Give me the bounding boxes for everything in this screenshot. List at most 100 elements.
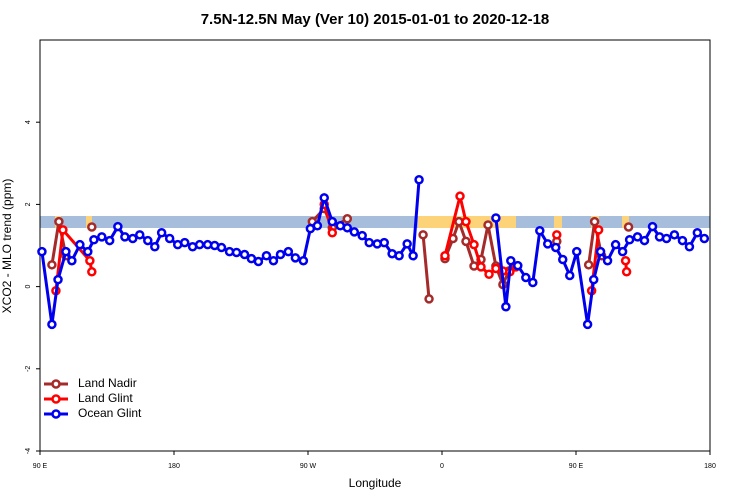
point bbox=[275, 249, 286, 260]
x-tick-label: 90 E bbox=[33, 463, 48, 470]
x-tick-label: 0 bbox=[440, 463, 444, 470]
point bbox=[571, 246, 582, 257]
chart-title: 7.5N-12.5N May (Ver 10) 2015-01-01 to 20… bbox=[201, 11, 550, 28]
point bbox=[216, 242, 227, 253]
point bbox=[342, 223, 353, 233]
point bbox=[85, 255, 95, 266]
point bbox=[61, 246, 71, 257]
background-band bbox=[40, 216, 710, 228]
point bbox=[150, 241, 160, 252]
point bbox=[87, 267, 97, 277]
point bbox=[418, 230, 428, 240]
point bbox=[535, 225, 545, 236]
plot-frame bbox=[39, 39, 711, 452]
point bbox=[253, 256, 264, 267]
point bbox=[521, 272, 531, 283]
point bbox=[83, 246, 93, 257]
x-tick-label: 180 bbox=[704, 463, 716, 470]
point bbox=[231, 247, 242, 258]
point bbox=[610, 239, 621, 250]
point bbox=[47, 319, 57, 330]
x-tick-label: 180 bbox=[168, 463, 180, 470]
point bbox=[617, 246, 628, 257]
point bbox=[621, 267, 632, 277]
point bbox=[394, 251, 404, 261]
point bbox=[75, 239, 85, 250]
point bbox=[97, 232, 107, 242]
point bbox=[156, 228, 167, 238]
point bbox=[327, 228, 338, 238]
point bbox=[623, 222, 634, 232]
point bbox=[639, 235, 650, 246]
point bbox=[164, 233, 175, 244]
point bbox=[113, 221, 123, 232]
point bbox=[476, 262, 486, 272]
point bbox=[440, 251, 450, 261]
legend-marker bbox=[51, 394, 61, 404]
point bbox=[54, 216, 64, 227]
point bbox=[632, 232, 643, 242]
point bbox=[357, 230, 367, 241]
y-tick-label: -4 bbox=[25, 448, 32, 454]
point bbox=[528, 277, 538, 288]
y-tick-label: -2 bbox=[25, 366, 32, 372]
point bbox=[624, 234, 635, 245]
land-band bbox=[86, 216, 92, 228]
point bbox=[342, 214, 353, 224]
point bbox=[677, 235, 688, 246]
point bbox=[239, 249, 250, 260]
point bbox=[501, 301, 511, 312]
point bbox=[364, 237, 374, 248]
point bbox=[47, 260, 57, 270]
point bbox=[128, 233, 138, 244]
legend-label: Land Nadir bbox=[78, 376, 137, 390]
point bbox=[661, 233, 672, 244]
point bbox=[261, 251, 272, 261]
point bbox=[669, 230, 680, 240]
y-axis-label: XCO2 - MLO trend (ppm) bbox=[0, 179, 14, 314]
point bbox=[483, 220, 493, 230]
point bbox=[58, 225, 68, 235]
point bbox=[283, 246, 294, 257]
point bbox=[290, 253, 301, 263]
point bbox=[135, 230, 145, 240]
point bbox=[414, 174, 424, 185]
legend-marker bbox=[51, 379, 61, 389]
point bbox=[595, 246, 606, 257]
point bbox=[564, 270, 575, 281]
point bbox=[551, 242, 561, 253]
point bbox=[602, 255, 613, 266]
point bbox=[588, 274, 599, 285]
legend-label: Land Glint bbox=[78, 391, 133, 405]
point bbox=[647, 221, 658, 232]
point bbox=[37, 246, 47, 257]
point bbox=[143, 235, 153, 246]
point bbox=[506, 255, 516, 266]
point bbox=[461, 236, 471, 247]
point bbox=[699, 233, 710, 244]
point bbox=[53, 274, 63, 285]
point bbox=[692, 228, 703, 238]
point bbox=[87, 222, 97, 232]
x-axis-label: Longitude bbox=[349, 476, 402, 490]
point bbox=[120, 232, 130, 242]
point bbox=[89, 234, 99, 245]
point bbox=[179, 237, 190, 248]
point bbox=[349, 227, 360, 237]
point bbox=[542, 239, 553, 249]
point bbox=[455, 191, 465, 201]
point bbox=[424, 294, 434, 304]
point bbox=[312, 221, 323, 231]
point bbox=[104, 235, 115, 246]
point bbox=[684, 241, 695, 252]
series-line bbox=[54, 195, 629, 291]
point bbox=[469, 239, 479, 250]
point bbox=[593, 225, 604, 235]
point bbox=[589, 216, 600, 227]
point bbox=[402, 239, 412, 249]
land-band bbox=[622, 216, 629, 228]
point bbox=[491, 213, 501, 223]
point bbox=[552, 230, 562, 240]
point bbox=[582, 319, 593, 330]
